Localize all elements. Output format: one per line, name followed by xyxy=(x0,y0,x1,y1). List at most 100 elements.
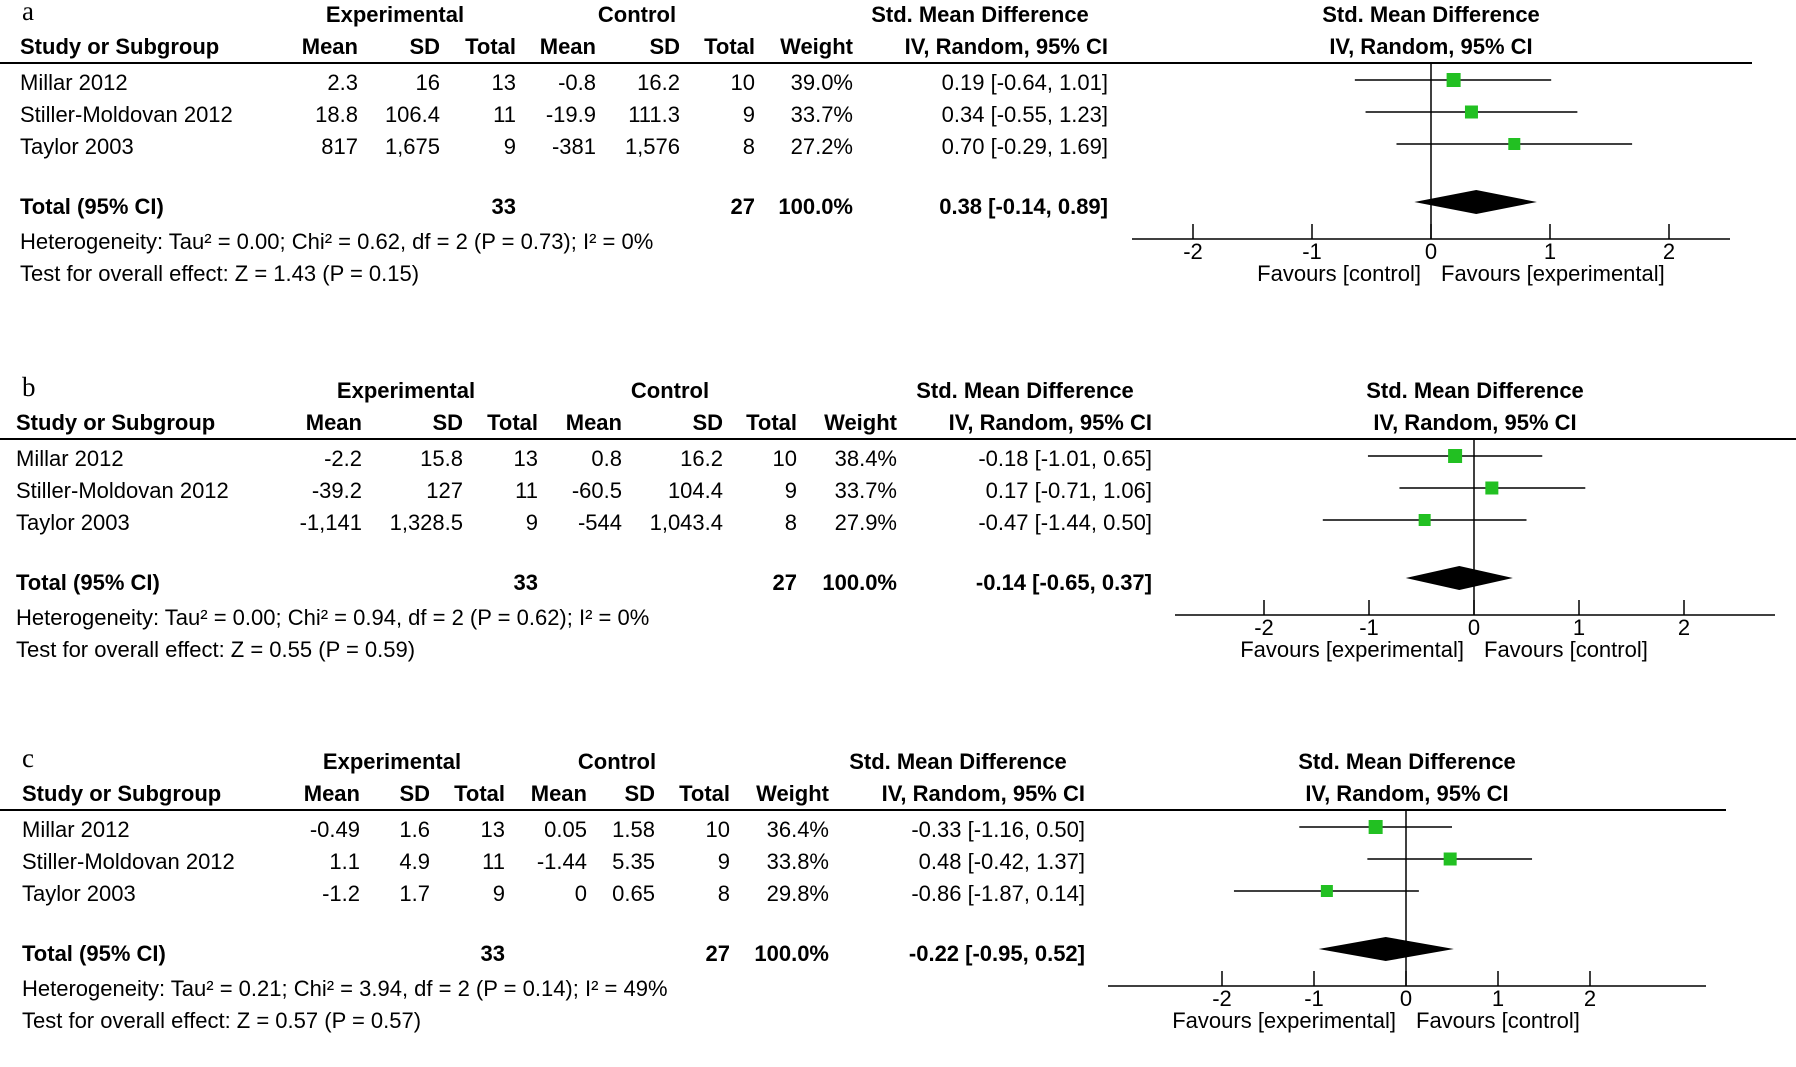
exp-mean-cell: -1,141 xyxy=(299,510,362,535)
plot-header-method: IV, Random, 95% CI xyxy=(1373,410,1577,435)
header-control: Control xyxy=(630,378,710,403)
exp-total-cell: 11 xyxy=(493,102,516,127)
header-smd: Std. Mean Difference xyxy=(849,749,1067,774)
panel-label: b xyxy=(22,372,36,402)
ci-cell: -0.18 [-1.01, 0.65] xyxy=(978,446,1152,471)
ci-cell: 0.48 [-0.42, 1.37] xyxy=(918,849,1085,874)
header-exp-mean: Mean xyxy=(305,410,362,435)
header-study: Study or Subgroup xyxy=(16,410,216,435)
header-weight: Weight xyxy=(780,34,853,59)
exp-sd-cell: 16 xyxy=(415,70,440,95)
ctl-total-cell: 9 xyxy=(717,849,730,874)
total-label: Total (95% CI) xyxy=(22,941,166,966)
x-tick-label: 0 xyxy=(1425,239,1437,264)
total-ci: 0.38 [-0.14, 0.89] xyxy=(939,194,1108,219)
exp-sd-cell: 1.7 xyxy=(399,881,430,906)
total-weight: 100.0% xyxy=(822,570,897,595)
ctl-mean-cell: -60.5 xyxy=(571,478,622,503)
forest-plot: -2 -1 0 1 2 Favours [control] Favours [experim… xyxy=(1132,64,1730,286)
ctl-sd-cell: 1.58 xyxy=(612,817,655,842)
exp-total-cell: 13 xyxy=(513,446,538,471)
ctl-total-cell: 8 xyxy=(784,510,797,535)
pooled-effect-diamond xyxy=(1318,937,1454,961)
exp-mean-cell: 817 xyxy=(321,134,358,159)
exp-sd-cell: 4.9 xyxy=(399,849,430,874)
weight-cell: 33.8% xyxy=(766,849,829,874)
header-ctl-mean: Mean xyxy=(530,781,587,806)
favours-right-label: Favours [control] xyxy=(1484,637,1648,662)
header-rule xyxy=(0,809,1726,811)
study-effect-marker xyxy=(1368,820,1383,834)
total-ctl-n: 27 xyxy=(730,194,755,219)
ctl-total-cell: 8 xyxy=(717,881,730,906)
header-ctl-sd: SD xyxy=(649,34,680,59)
x-tick-label: 1 xyxy=(1492,986,1504,1011)
forest-panel-b: b Experimental Control Std. Mean Difference… xyxy=(0,372,1796,696)
favours-left-label: Favours [experimental] xyxy=(1240,637,1464,662)
exp-total-cell: 13 xyxy=(480,817,505,842)
ci-cell: 0.70 [-0.29, 1.69] xyxy=(941,134,1108,159)
total-weight: 100.0% xyxy=(754,941,829,966)
ctl-sd-cell: 16.2 xyxy=(680,446,723,471)
exp-total-cell: 9 xyxy=(492,881,505,906)
study-name: Stiller-Moldovan 2012 xyxy=(20,102,233,127)
study-effect-marker xyxy=(1320,885,1333,897)
ctl-total-cell: 10 xyxy=(730,70,755,95)
plot-header-smd: Std. Mean Difference xyxy=(1366,378,1584,403)
header-method: IV, Random, 95% CI xyxy=(948,410,1152,435)
x-tick-label: 0 xyxy=(1468,615,1480,640)
total-label: Total (95% CI) xyxy=(20,194,164,219)
ctl-sd-cell: 1,043.4 xyxy=(649,510,723,535)
favours-left-label: Favours [experimental] xyxy=(1172,1008,1396,1033)
total-ctl-n: 27 xyxy=(705,941,730,966)
plot-header-method: IV, Random, 95% CI xyxy=(1305,781,1509,806)
study-effect-marker xyxy=(1418,514,1431,526)
x-tick-label: -2 xyxy=(1254,615,1274,640)
header-ctl-sd: SD xyxy=(624,781,655,806)
header-rule xyxy=(0,62,1752,64)
weight-cell: 39.0% xyxy=(790,70,853,95)
exp-total-cell: 11 xyxy=(482,849,505,874)
ctl-mean-cell: -1.44 xyxy=(536,849,587,874)
x-tick-label: 2 xyxy=(1584,986,1596,1011)
forest-plot: -2 -1 0 1 2 Favours [experimental] Favours [co… xyxy=(1108,811,1706,1033)
x-tick-label: 1 xyxy=(1544,239,1556,264)
ci-cell: 0.17 [-0.71, 1.06] xyxy=(985,478,1152,503)
study-effect-marker xyxy=(1446,73,1461,87)
header-experimental: Experimental xyxy=(322,749,462,774)
exp-mean-cell: -2.2 xyxy=(324,446,362,471)
total-exp-n: 33 xyxy=(491,194,516,219)
exp-total-cell: 9 xyxy=(525,510,538,535)
total-ci: -0.22 [-0.95, 0.52] xyxy=(908,941,1085,966)
study-effect-marker xyxy=(1485,481,1499,495)
ctl-mean-cell: 0.05 xyxy=(544,817,587,842)
header-study: Study or Subgroup xyxy=(22,781,222,806)
ci-cell: -0.47 [-1.44, 0.50] xyxy=(978,510,1152,535)
header-rule xyxy=(0,438,1796,440)
x-tick-label: 2 xyxy=(1663,239,1675,264)
exp-mean-cell: 18.8 xyxy=(315,102,358,127)
weight-cell: 33.7% xyxy=(834,478,897,503)
study-effect-marker xyxy=(1464,105,1478,119)
heterogeneity-text: Heterogeneity: Tau² = 0.00; Chi² = 0.94,… xyxy=(16,605,650,630)
exp-sd-cell: 127 xyxy=(426,478,463,503)
ctl-mean-cell: 0 xyxy=(574,881,587,906)
study-name: Stiller-Moldovan 2012 xyxy=(16,478,229,503)
ctl-mean-cell: -19.9 xyxy=(545,102,596,127)
ctl-total-cell: 8 xyxy=(742,134,755,159)
total-ci: -0.14 [-0.65, 0.37] xyxy=(975,570,1152,595)
plot-header-method: IV, Random, 95% CI xyxy=(1329,34,1533,59)
exp-sd-cell: 1,675 xyxy=(384,134,440,159)
header-experimental: Experimental xyxy=(325,2,465,27)
weight-cell: 27.2% xyxy=(790,134,853,159)
header-exp-sd: SD xyxy=(399,781,430,806)
exp-sd-cell: 1,328.5 xyxy=(389,510,463,535)
favours-left-label: Favours [control] xyxy=(1257,261,1421,286)
favours-right-label: Favours [experimental] xyxy=(1441,261,1665,286)
header-ctl-total: Total xyxy=(704,34,755,59)
exp-mean-cell: 2.3 xyxy=(327,70,358,95)
total-exp-n: 33 xyxy=(480,941,505,966)
exp-mean-cell: -0.49 xyxy=(309,817,360,842)
overall-effect-text: Test for overall effect: Z = 0.57 (P = 0… xyxy=(22,1008,422,1033)
header-exp-mean: Mean xyxy=(303,781,360,806)
